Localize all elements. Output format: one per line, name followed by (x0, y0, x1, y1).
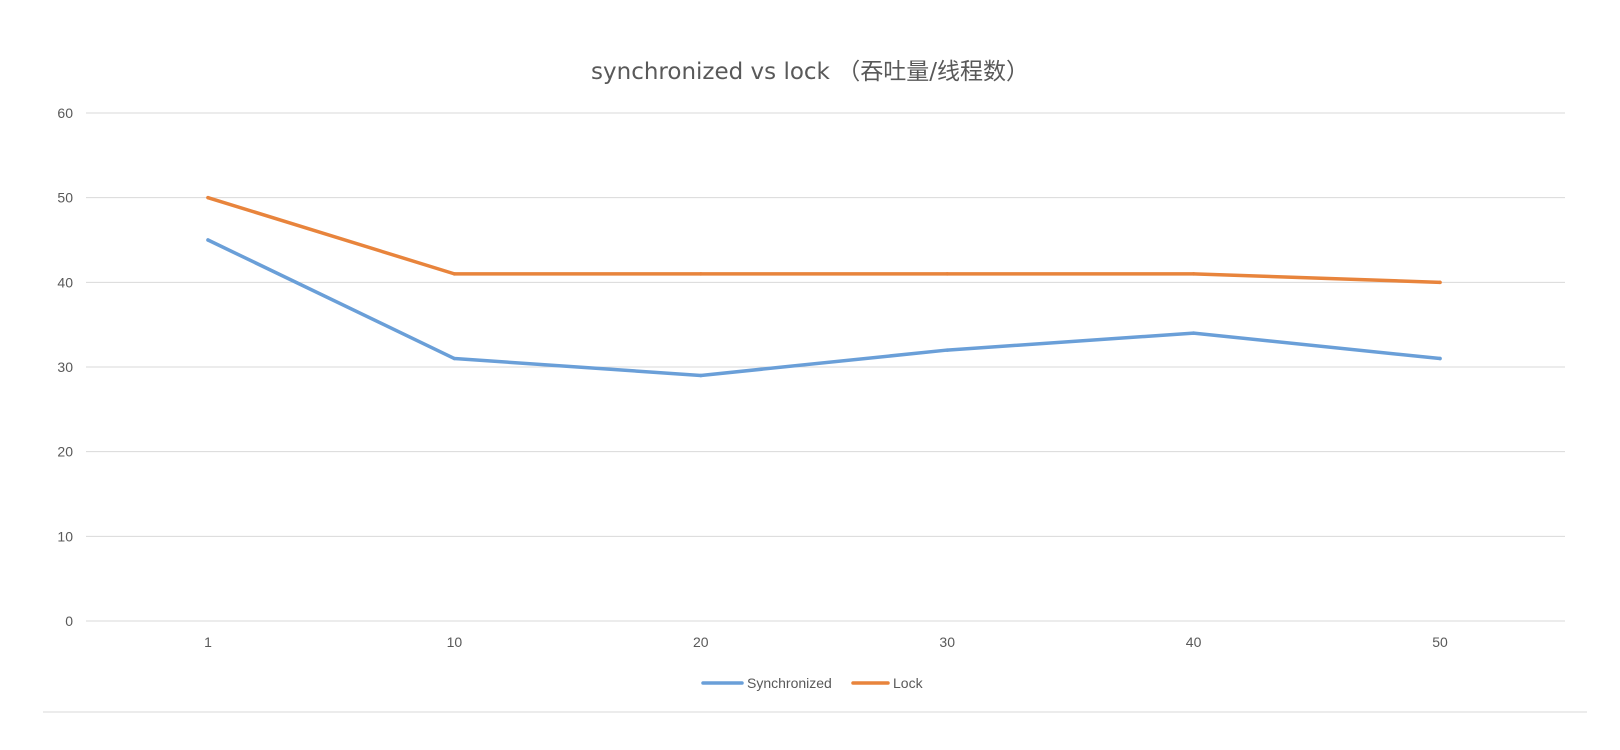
x-tick-label: 50 (1432, 634, 1448, 650)
y-tick-label: 30 (57, 359, 73, 375)
data-point-lock (1191, 272, 1196, 276)
series-line-synchronized (206, 238, 1442, 378)
data-point-synchronized (206, 238, 210, 242)
data-point-synchronized (945, 348, 949, 352)
y-tick-label: 10 (57, 528, 73, 544)
chart-title: synchronized vs lock （吞吐量/线程数） (591, 59, 1029, 85)
legend-label-synchronized: Synchronized (747, 675, 832, 691)
y-tick-label: 50 (57, 190, 73, 206)
data-point-synchronized (1191, 331, 1196, 335)
y-axis-tick-labels: 0 10 20 30 40 50 60 (57, 105, 73, 629)
data-point-synchronized (1438, 356, 1442, 361)
x-tick-label: 30 (939, 634, 955, 650)
x-tick-label: 1 (204, 634, 212, 650)
data-point-lock (452, 272, 457, 276)
x-axis-tick-labels: 1 10 20 30 40 50 (204, 634, 1448, 650)
data-point-synchronized (452, 356, 457, 361)
x-tick-label: 40 (1186, 634, 1202, 650)
legend-label-lock: Lock (893, 675, 924, 691)
series-line-lock (206, 195, 1442, 285)
data-point-lock (945, 272, 949, 276)
y-tick-label: 60 (57, 105, 73, 121)
y-tick-label: 20 (57, 444, 73, 460)
series-lines (206, 195, 1442, 378)
gridlines (86, 112, 1565, 622)
data-point-synchronized (699, 373, 703, 378)
data-point-lock (699, 272, 703, 276)
y-tick-label: 0 (65, 613, 73, 629)
data-point-lock (1438, 280, 1442, 285)
legend: Synchronized Lock (701, 675, 924, 691)
x-tick-label: 20 (693, 634, 709, 650)
x-tick-label: 10 (447, 634, 463, 650)
y-tick-label: 40 (57, 274, 73, 290)
data-point-lock (206, 195, 210, 200)
